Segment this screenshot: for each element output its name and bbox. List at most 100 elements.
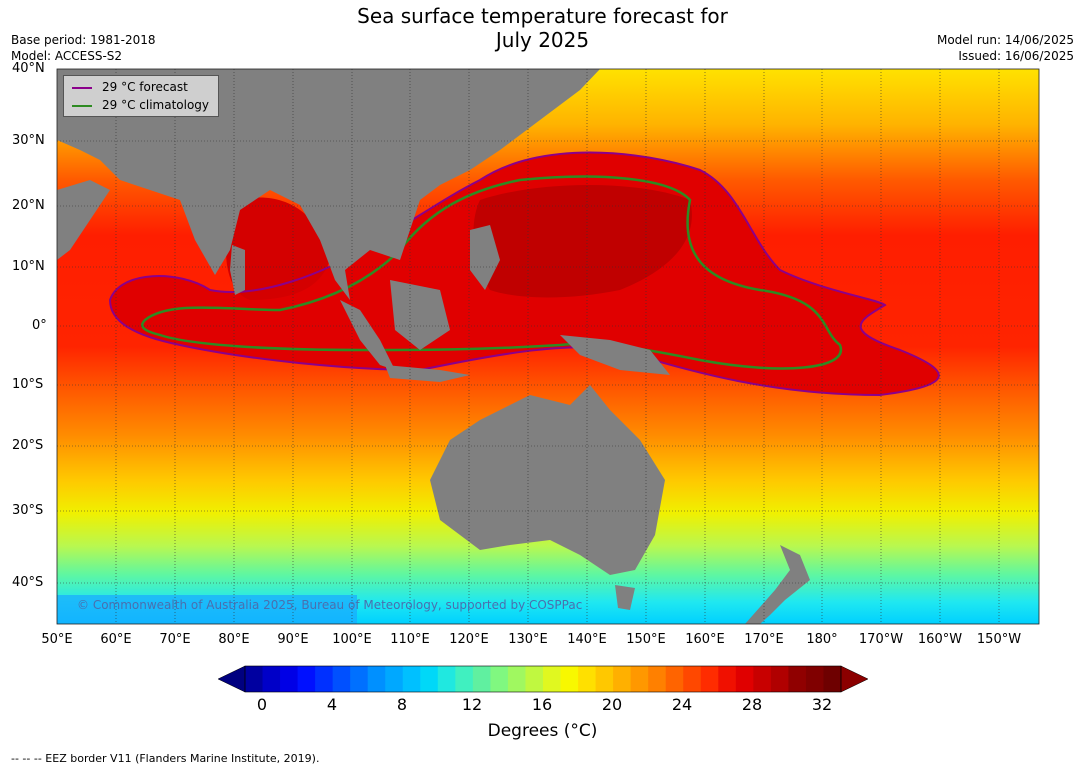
- colorbar-tick: 12: [461, 695, 483, 714]
- colorbar-tick: 28: [741, 695, 763, 714]
- colorbar-cell: [648, 666, 667, 692]
- colorbar-cell: [823, 666, 842, 692]
- colorbar-tick: 8: [396, 695, 408, 714]
- philippines-landmass: [470, 225, 500, 290]
- lon-label: 170°E: [744, 632, 784, 647]
- colorbar-cell: [350, 666, 369, 692]
- lat-label: 20°S: [12, 438, 44, 453]
- colorbar-cell: [700, 666, 719, 692]
- colorbar-cell: [543, 666, 562, 692]
- lat-label: 30°N: [12, 133, 45, 148]
- colorbar-tick: 16: [531, 695, 553, 714]
- map-frame: [56, 68, 1040, 625]
- lat-label: 10°N: [12, 259, 45, 274]
- colorbar-cell: [718, 666, 737, 692]
- colorbar-label: Degrees (°C): [487, 721, 598, 741]
- copyright-notice: © Commonwealth of Australia 2025, Bureau…: [77, 598, 583, 612]
- base-period: Base period: 1981-2018: [11, 33, 156, 47]
- lon-label: 170°W: [858, 632, 904, 647]
- colorbar-cell: [665, 666, 684, 692]
- graticule: [57, 69, 1039, 624]
- colorbar-tick: 24: [671, 695, 693, 714]
- map-legend: 29 °C forecast 29 °C climatology: [63, 75, 219, 117]
- colorbar-cell: [245, 666, 264, 692]
- lon-label: 90°E: [277, 632, 309, 647]
- colorbar-cell: [297, 666, 316, 692]
- legend-forecast: 29 °C forecast: [72, 79, 188, 95]
- colorbar-cell: [332, 666, 351, 692]
- asia-landmass: [57, 69, 600, 300]
- forecast-line-swatch: [72, 86, 92, 89]
- lon-label: 160°W: [917, 632, 963, 647]
- colorbar-cell: [262, 666, 281, 692]
- sumatra-landmass: [340, 300, 395, 370]
- cold-water-band: [57, 595, 357, 624]
- colorbar-max-arrow: [840, 665, 869, 693]
- colorbar-cell: [753, 666, 772, 692]
- colorbar-cell: [507, 666, 526, 692]
- colorbar-cell: [735, 666, 754, 692]
- new-guinea-landmass: [560, 335, 670, 375]
- colorbar-cell: [630, 666, 649, 692]
- lon-label: 80°E: [218, 632, 250, 647]
- lon-label: 150°E: [626, 632, 666, 647]
- map-title: Sea surface temperature forecast for Jul…: [0, 4, 1085, 52]
- issued-date: Issued: 16/06/2025: [958, 49, 1074, 63]
- tasmania-landmass: [615, 585, 635, 610]
- lon-label: 100°E: [332, 632, 372, 647]
- eez-footnote: -- -- -- EEZ border V11 (Flanders Marine…: [11, 752, 320, 765]
- legend-climatology: 29 °C climatology: [72, 97, 209, 113]
- lon-label: 70°E: [159, 632, 191, 647]
- colorbar-cell: [385, 666, 404, 692]
- colorbar-cell: [613, 666, 632, 692]
- model-name: Model: ACCESS-S2: [11, 49, 123, 63]
- arabia-landmass: [57, 180, 110, 260]
- model-run: Model run: 14/06/2025: [936, 33, 1074, 47]
- colorbar-cell: [367, 666, 386, 692]
- base-period-info: Base period: 1981-2018 Model: ACCESS-S2: [11, 32, 156, 64]
- model-run-info: Model run: 14/06/2025 Issued: 16/06/2025: [937, 32, 1074, 64]
- colorbar-cell: [578, 666, 597, 692]
- title-line-2: July 2025: [495, 28, 590, 52]
- colorbar-frame: [244, 665, 842, 693]
- colorbar-cell: [788, 666, 807, 692]
- lat-label: 20°N: [12, 198, 45, 213]
- colorbar-cell: [683, 666, 702, 692]
- lon-label: 160°E: [685, 632, 725, 647]
- colorbar-cell: [472, 666, 491, 692]
- lat-label: 40°S: [12, 575, 44, 590]
- colorbar-cell: [280, 666, 299, 692]
- colorbar-cell: [560, 666, 579, 692]
- lon-label: 180°: [806, 632, 838, 647]
- japan-landmass: [495, 70, 560, 130]
- lon-label: 120°E: [449, 632, 489, 647]
- australia-landmass: [430, 385, 665, 575]
- colorbar-cell: [770, 666, 789, 692]
- colorbar-cell: [420, 666, 439, 692]
- lat-label: 30°S: [12, 503, 44, 518]
- lat-label: 40°N: [12, 61, 45, 76]
- colorbar-tick: 32: [811, 695, 833, 714]
- lon-label: 110°E: [390, 632, 430, 647]
- colorbar-cell: [805, 666, 824, 692]
- colorbar-min-arrow: [217, 665, 246, 693]
- borneo-landmass: [390, 280, 450, 350]
- legend-climatology-label: 29 °C climatology: [102, 98, 210, 112]
- lon-label: 150°W: [976, 632, 1022, 647]
- lat-label: 10°S: [12, 377, 44, 392]
- java-landmass: [385, 365, 470, 382]
- colorbar-tick: 0: [256, 695, 268, 714]
- lon-label: 50°E: [41, 632, 73, 647]
- colorbar-cell: [490, 666, 509, 692]
- colorbar-cell: [315, 666, 334, 692]
- lon-label: 140°E: [567, 632, 607, 647]
- colorbar-cell: [525, 666, 544, 692]
- colorbar-cells: [245, 666, 842, 692]
- colorbar-cell: [437, 666, 456, 692]
- colorbar-tick: 4: [326, 695, 338, 714]
- colorbar-cell: [402, 666, 421, 692]
- lon-label: 130°E: [508, 632, 548, 647]
- climatology-line-swatch: [72, 104, 92, 107]
